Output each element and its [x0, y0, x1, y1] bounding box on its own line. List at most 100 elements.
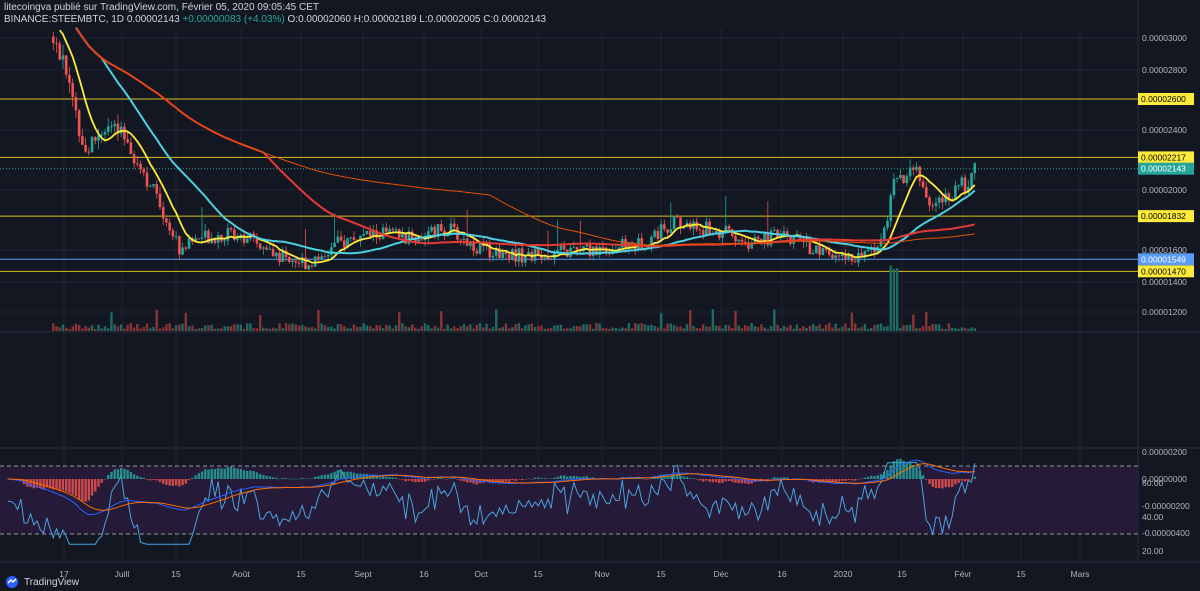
macd-histogram-bar	[546, 478, 550, 479]
macd-histogram-bar	[181, 479, 184, 486]
rsi-band-fill	[0, 466, 1138, 534]
candle-body	[365, 230, 369, 235]
candle-body	[203, 230, 207, 238]
macd-histogram-bar	[682, 476, 685, 479]
volume-bar	[204, 325, 207, 331]
candle-body	[187, 238, 191, 249]
volume-bar	[171, 328, 175, 331]
macd-histogram-bar	[676, 473, 679, 479]
volume-bar	[453, 326, 456, 331]
macd-histogram-bar	[398, 479, 401, 480]
candle-body	[559, 245, 563, 251]
macd-histogram-bar	[666, 475, 669, 479]
macd-histogram-bar	[297, 478, 301, 480]
macd-histogram-bar	[507, 479, 511, 482]
candle-body	[475, 250, 479, 254]
support-label-box	[1138, 253, 1194, 266]
candle-body	[663, 224, 666, 230]
macd-histogram-bar	[307, 478, 310, 480]
candle-body	[714, 231, 718, 234]
volume-bar	[184, 312, 188, 331]
macd-histogram-bar	[233, 467, 236, 479]
ma-long-line	[75, 27, 975, 246]
volume-bar	[883, 326, 886, 331]
volume-bar	[714, 325, 718, 331]
volume-bar	[553, 325, 556, 331]
macd-histogram-bar	[77, 479, 81, 500]
macd-histogram-bar	[456, 479, 459, 480]
macd-histogram-bar	[841, 479, 844, 481]
tradingview-brand[interactable]: TradingView	[4, 576, 79, 588]
volume-bar	[562, 328, 566, 331]
candle-body	[740, 239, 744, 242]
volume-bar	[446, 324, 449, 331]
volume-bar	[908, 324, 912, 331]
candle-body	[116, 123, 120, 134]
macd-histogram-bar	[168, 479, 171, 486]
volume-bar	[142, 327, 145, 331]
volume-bar	[333, 328, 336, 331]
level-label: 0.00002600	[1141, 94, 1186, 104]
x-tick-label: 17	[59, 569, 69, 579]
volume-bar	[653, 326, 656, 331]
volume-bar	[385, 324, 388, 331]
volume-bar	[540, 325, 543, 331]
volume-bar	[113, 324, 116, 331]
x-tick-label: Sept	[354, 569, 372, 579]
macd-histogram-bar	[362, 473, 365, 479]
ma-mid-line	[75, 27, 976, 255]
volume-bar	[313, 328, 317, 331]
volume-bar	[637, 324, 640, 331]
volume-bar	[837, 328, 841, 331]
macd-histogram-bar	[236, 468, 239, 479]
macd-histogram-bar	[844, 479, 847, 481]
candle-body	[336, 236, 340, 243]
volume-bar	[747, 326, 750, 331]
volume-bar	[398, 312, 401, 331]
price-tick-label: 0.00001400	[1142, 277, 1187, 287]
volume-bar	[711, 309, 715, 331]
macd-histogram-bar	[132, 474, 136, 479]
level-label: 0.00001832	[1141, 211, 1186, 221]
candle-body	[148, 186, 152, 188]
candle-body	[427, 231, 430, 239]
macd-histogram-bar	[436, 477, 440, 479]
candle-body	[155, 184, 159, 194]
macd-tick-label: 0.00000200	[1142, 447, 1187, 457]
macd-histogram-bar	[42, 479, 45, 489]
volume-bar	[886, 325, 889, 331]
candle-body	[87, 151, 91, 153]
volume-bar	[520, 328, 524, 331]
candle-body	[478, 243, 482, 254]
candle-body	[317, 256, 320, 260]
volume-bar	[963, 327, 967, 331]
volume-bar	[504, 323, 508, 331]
candle-body	[352, 237, 356, 240]
volume-bar	[841, 326, 844, 331]
macd-histogram-bar	[934, 479, 938, 489]
macd-histogram-bar	[511, 479, 514, 481]
macd-histogram-bar	[899, 458, 902, 479]
volume-bar	[410, 324, 414, 331]
volume-bar	[776, 324, 779, 331]
volume-bar	[905, 324, 909, 331]
macd-histogram-bar	[870, 475, 873, 479]
candle-body	[58, 43, 62, 60]
macd-histogram-bar	[585, 476, 588, 479]
volume-bar	[828, 323, 831, 331]
macd-histogram-bar	[174, 479, 178, 486]
candle-body	[407, 231, 411, 244]
candle-body	[268, 248, 272, 250]
macd-histogram-bar	[669, 475, 673, 479]
candle-body	[863, 251, 867, 256]
macd-histogram-bar	[194, 475, 197, 479]
volume-bar	[430, 328, 433, 331]
volume-bar	[695, 328, 698, 331]
candle-body	[705, 221, 708, 235]
candle-body	[601, 247, 605, 249]
volume-bar	[614, 328, 618, 331]
candle-body	[679, 217, 682, 229]
macd-histogram-bar	[336, 470, 339, 479]
candle-body	[921, 181, 925, 188]
